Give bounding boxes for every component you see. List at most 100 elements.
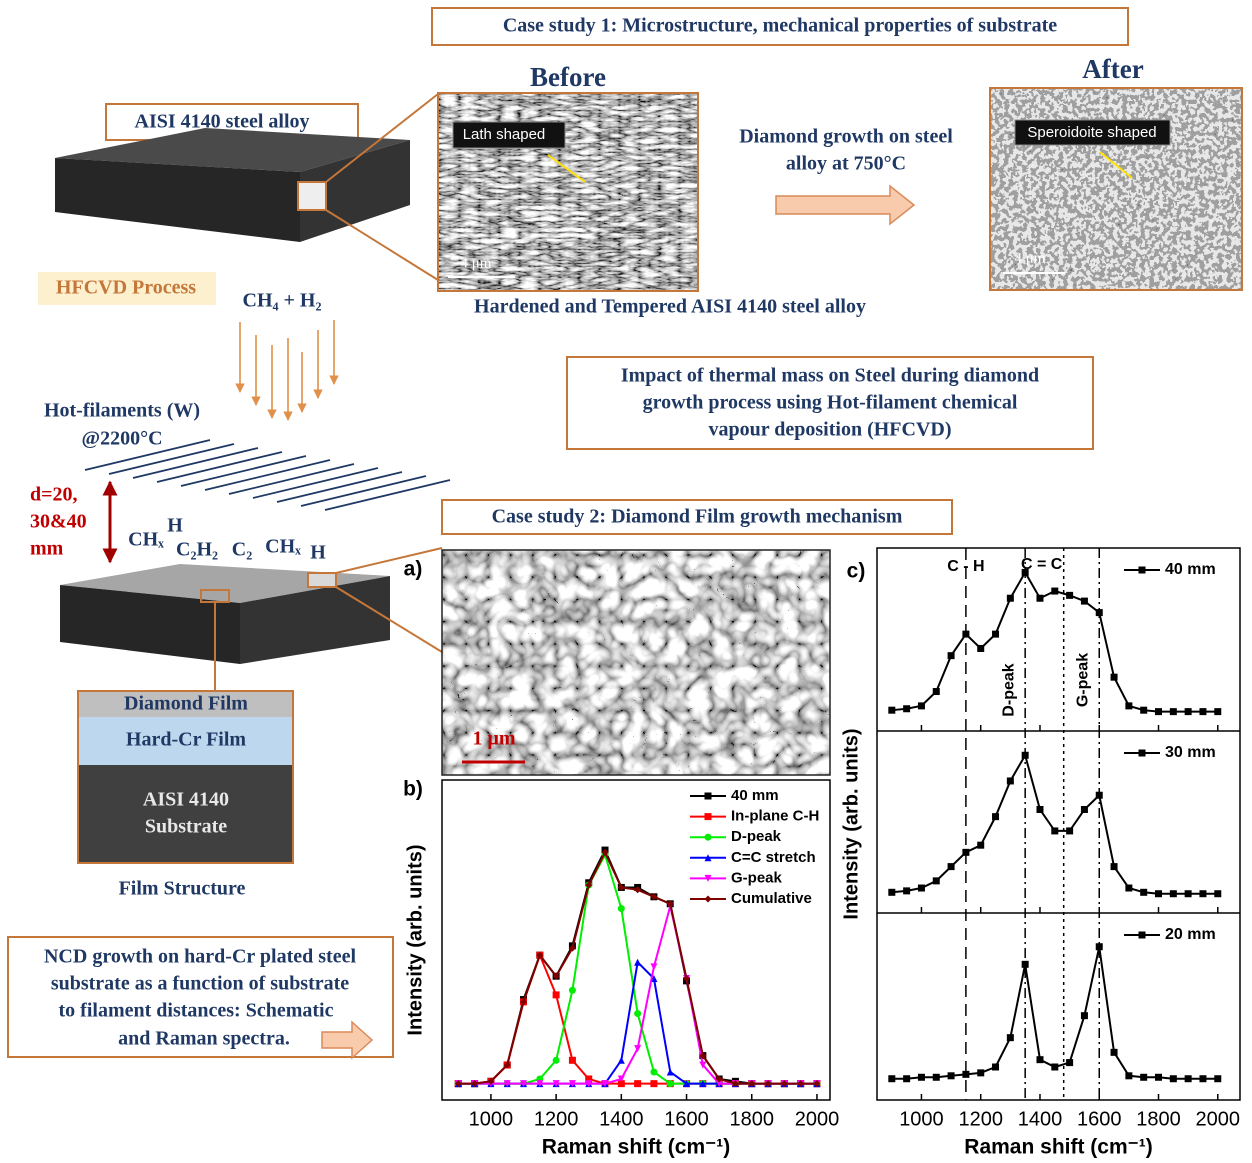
pointer — [547, 154, 586, 183]
filaments — [84, 439, 451, 511]
data-point — [1125, 1072, 1133, 1080]
block-side — [300, 140, 410, 242]
data-point — [1184, 708, 1192, 716]
zoom-marker — [307, 572, 337, 588]
plot-frame — [876, 547, 1241, 1101]
reference-label: C = C — [1021, 556, 1063, 573]
data-point — [903, 1075, 911, 1083]
data-point — [536, 1080, 544, 1088]
data-point — [585, 881, 593, 889]
data-point — [1066, 591, 1074, 599]
data-point — [1080, 1012, 1088, 1020]
species: C₂H₂ — [176, 539, 218, 561]
data-point — [947, 1072, 955, 1080]
data-point — [1006, 777, 1014, 785]
panel-letter: c) — [847, 560, 866, 583]
legend-label: In-plane C-H — [731, 808, 819, 825]
data-point — [977, 644, 985, 652]
data-point — [634, 1080, 642, 1088]
legend-marker — [704, 813, 712, 821]
data-point — [962, 630, 970, 638]
data-point — [888, 1075, 896, 1083]
data-point — [1066, 827, 1074, 835]
legend-marker — [1138, 749, 1146, 757]
data-point — [903, 705, 911, 713]
data-point — [487, 1077, 495, 1085]
zoom-line — [325, 209, 439, 281]
data-point — [552, 1056, 560, 1064]
data-point — [977, 841, 985, 849]
data-point — [1184, 890, 1192, 898]
data-point — [568, 1056, 576, 1064]
data-point — [780, 1080, 788, 1088]
data-point — [797, 1080, 805, 1088]
layer-label: AISI 4140 — [143, 789, 229, 811]
data-point — [932, 877, 940, 885]
data-point — [666, 1068, 674, 1076]
species: H — [310, 542, 326, 564]
species: H — [167, 515, 183, 537]
data-point — [683, 975, 691, 983]
data-point — [715, 1080, 723, 1088]
data-point — [962, 848, 970, 856]
data-point — [683, 1080, 691, 1088]
x-tick-label: 2000 — [1196, 1108, 1241, 1130]
x-tick-label: 1000 — [469, 1108, 514, 1130]
data-point — [617, 1080, 625, 1088]
legend-marker — [1138, 931, 1146, 939]
data-point — [552, 991, 560, 999]
data-point — [1199, 890, 1207, 898]
data-point — [1036, 1056, 1044, 1064]
data-point — [715, 1075, 723, 1083]
film-front — [60, 585, 240, 664]
data-point — [454, 1080, 462, 1088]
gas-label: CH₄ + H₂ — [243, 290, 322, 312]
data-point — [601, 848, 609, 856]
data-point — [992, 813, 1000, 821]
y-axis-label: Intensity (arb. units) — [840, 728, 862, 919]
sem-before-frame — [437, 92, 699, 292]
x-tick-label: 1800 — [729, 1108, 774, 1130]
data-point — [917, 702, 925, 710]
data-point — [1110, 863, 1118, 871]
filament — [84, 439, 211, 471]
data-point — [992, 630, 1000, 638]
growth-text: alloy at 750°C — [786, 153, 906, 175]
data-point — [1021, 568, 1029, 576]
data-point — [1036, 594, 1044, 602]
after-label: After — [1082, 54, 1143, 84]
pointer — [1099, 151, 1133, 179]
impact-text: Impact of thermal mass on Steel during d… — [621, 365, 1039, 387]
data-point — [552, 972, 560, 980]
x-tick-label: 1000 — [899, 1108, 944, 1130]
data-point — [585, 1080, 593, 1088]
panel-letter: a) — [404, 558, 423, 581]
legend-label: 20 mm — [1165, 926, 1216, 943]
data-point — [1110, 1048, 1118, 1056]
data-point — [1199, 1075, 1207, 1083]
hfcvd-box — [38, 272, 216, 305]
data-point — [503, 1080, 511, 1088]
data-point — [947, 652, 955, 660]
legend-marker — [704, 895, 712, 903]
impact-text: vapour deposition (HFCVD) — [709, 419, 952, 441]
filament — [228, 463, 355, 495]
data-point — [1095, 791, 1103, 799]
data-point — [617, 883, 625, 891]
data-point — [1155, 708, 1163, 716]
layer-label: Hard-Cr Film — [126, 729, 247, 751]
data-point — [1140, 1073, 1148, 1081]
data-point — [1021, 960, 1029, 968]
data-point — [1080, 806, 1088, 814]
reference-label: C - H — [947, 558, 984, 575]
speroid-label: Speroidoite shaped — [1027, 124, 1156, 141]
legend-marker — [1138, 566, 1146, 574]
data-point — [520, 998, 528, 1006]
species: CHₓ — [265, 536, 301, 558]
data-point — [1066, 1059, 1074, 1067]
data-point — [1125, 702, 1133, 710]
zoom-line — [335, 547, 443, 574]
data-point — [962, 1070, 970, 1078]
species: C₂ — [232, 539, 252, 561]
data-point — [568, 1080, 576, 1088]
